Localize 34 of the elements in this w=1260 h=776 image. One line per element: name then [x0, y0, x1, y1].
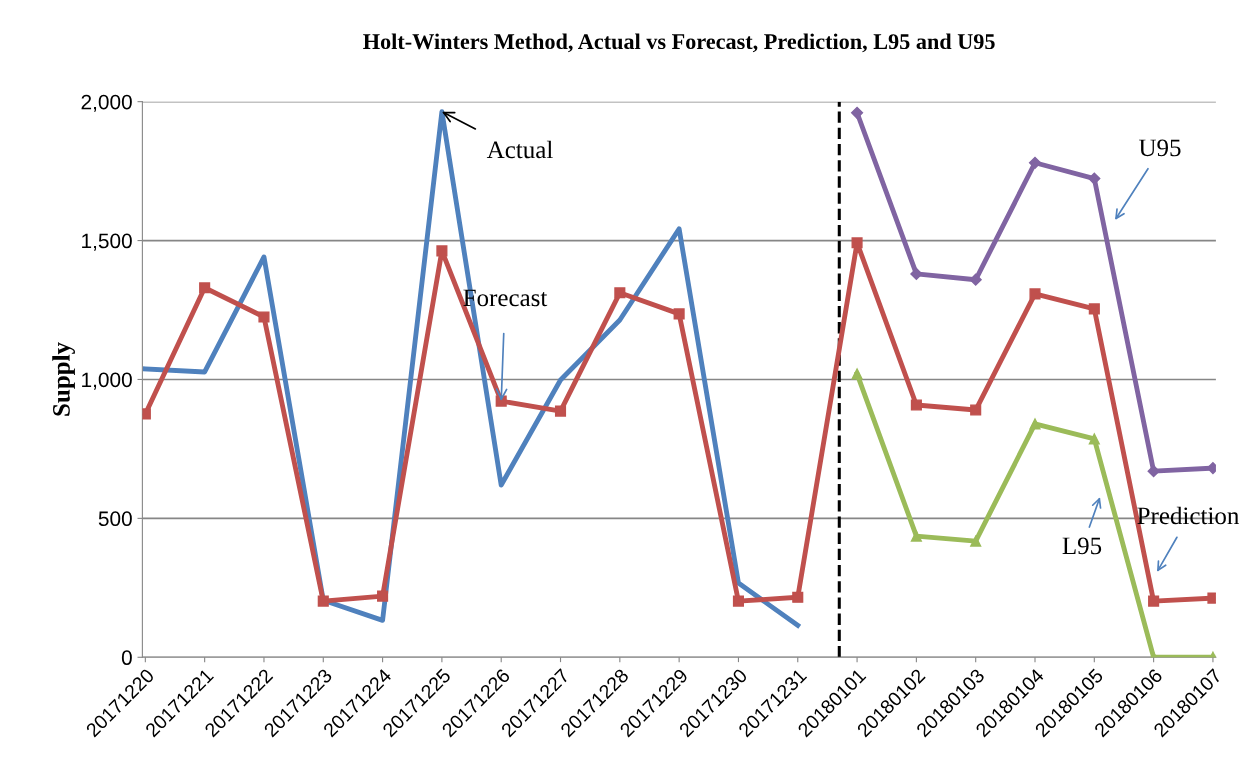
y-tick-label: 500	[98, 511, 132, 527]
point	[1028, 156, 1042, 169]
y-tick-label: 0	[121, 650, 132, 666]
point	[850, 106, 864, 119]
point	[1148, 595, 1160, 607]
y-tick-label: 1,000	[82, 372, 132, 390]
y-axis-title: Supply	[52, 342, 75, 416]
point	[1029, 288, 1041, 300]
point	[554, 405, 567, 417]
point	[1088, 303, 1100, 315]
y-tick-label: 2,000	[81, 94, 132, 112]
point	[910, 399, 922, 411]
point	[851, 368, 863, 380]
point	[317, 595, 329, 607]
point	[258, 311, 270, 323]
point	[614, 287, 626, 299]
point	[792, 591, 804, 603]
point	[436, 245, 448, 257]
annotation: U95	[1139, 139, 1181, 157]
annotation: L95	[1062, 537, 1102, 555]
point	[970, 535, 982, 547]
point	[1088, 433, 1100, 445]
point	[970, 404, 982, 416]
point	[673, 308, 685, 320]
point	[910, 530, 922, 542]
point	[1088, 172, 1101, 185]
chart-title: Holt-Winters Method, Actual vs Forecast, Prediction, L95 and U95	[363, 33, 995, 53]
point	[851, 237, 863, 249]
point	[377, 590, 389, 602]
annotation: Actual	[486, 140, 553, 159]
point	[199, 282, 211, 294]
y-tick-label: 1,500	[82, 233, 132, 251]
point	[1029, 418, 1041, 430]
point	[732, 595, 745, 607]
